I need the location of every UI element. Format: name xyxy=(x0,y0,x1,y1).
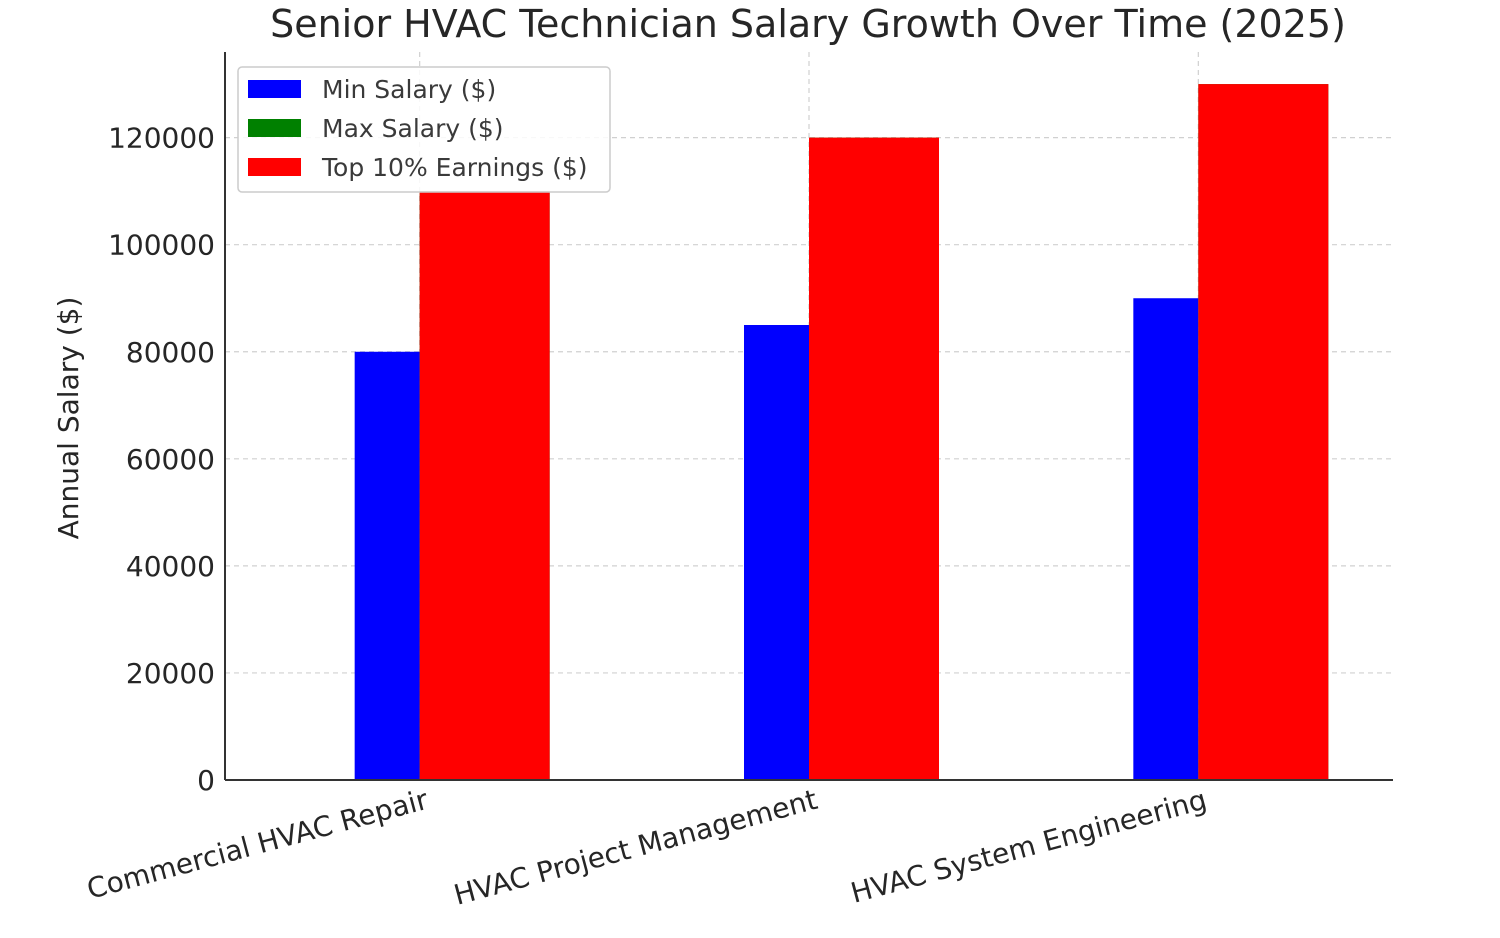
x-tick-label: Commercial HVAC Repair xyxy=(83,783,432,906)
bar-top10-earnings-1 xyxy=(809,137,939,780)
legend: Min Salary ($) Max Salary ($) Top 10% Earn… xyxy=(237,66,611,193)
legend-label: Min Salary ($) xyxy=(322,75,496,104)
bar-min-salary-0 xyxy=(354,351,420,780)
bar-min-salary-2 xyxy=(1133,298,1199,780)
tick-labels: 0 20000 40000 60000 80000 100000 120000 Commerc… xyxy=(83,122,1210,912)
x-tick-label: HVAC Project Management xyxy=(450,783,820,912)
y-axis-label: Annual Salary ($) xyxy=(52,297,85,540)
legend-label: Max Salary ($) xyxy=(322,114,504,143)
legend-swatch xyxy=(248,158,301,176)
bar-top10-earnings-2 xyxy=(1198,84,1329,780)
x-tick-label: HVAC System Engineering xyxy=(847,783,1210,910)
chart-title: Senior HVAC Technician Salary Growth Ove… xyxy=(270,2,1346,46)
y-tick-label: 100000 xyxy=(108,229,215,262)
legend-swatch xyxy=(248,80,301,98)
legend-swatch xyxy=(248,119,301,137)
axes xyxy=(224,52,1393,781)
legend-box xyxy=(237,66,611,193)
y-tick-label: 0 xyxy=(197,764,215,797)
y-tick-label: 60000 xyxy=(126,443,215,476)
bar-min-salary-1 xyxy=(744,325,809,780)
y-tick-label: 80000 xyxy=(126,336,215,369)
y-tick-label: 20000 xyxy=(126,657,215,690)
legend-label: Top 10% Earnings ($) xyxy=(321,153,588,182)
bar-top10-earnings-0 xyxy=(419,191,550,781)
bars xyxy=(354,84,1329,781)
y-tick-label: 120000 xyxy=(108,122,215,155)
y-tick-label: 40000 xyxy=(126,550,215,583)
